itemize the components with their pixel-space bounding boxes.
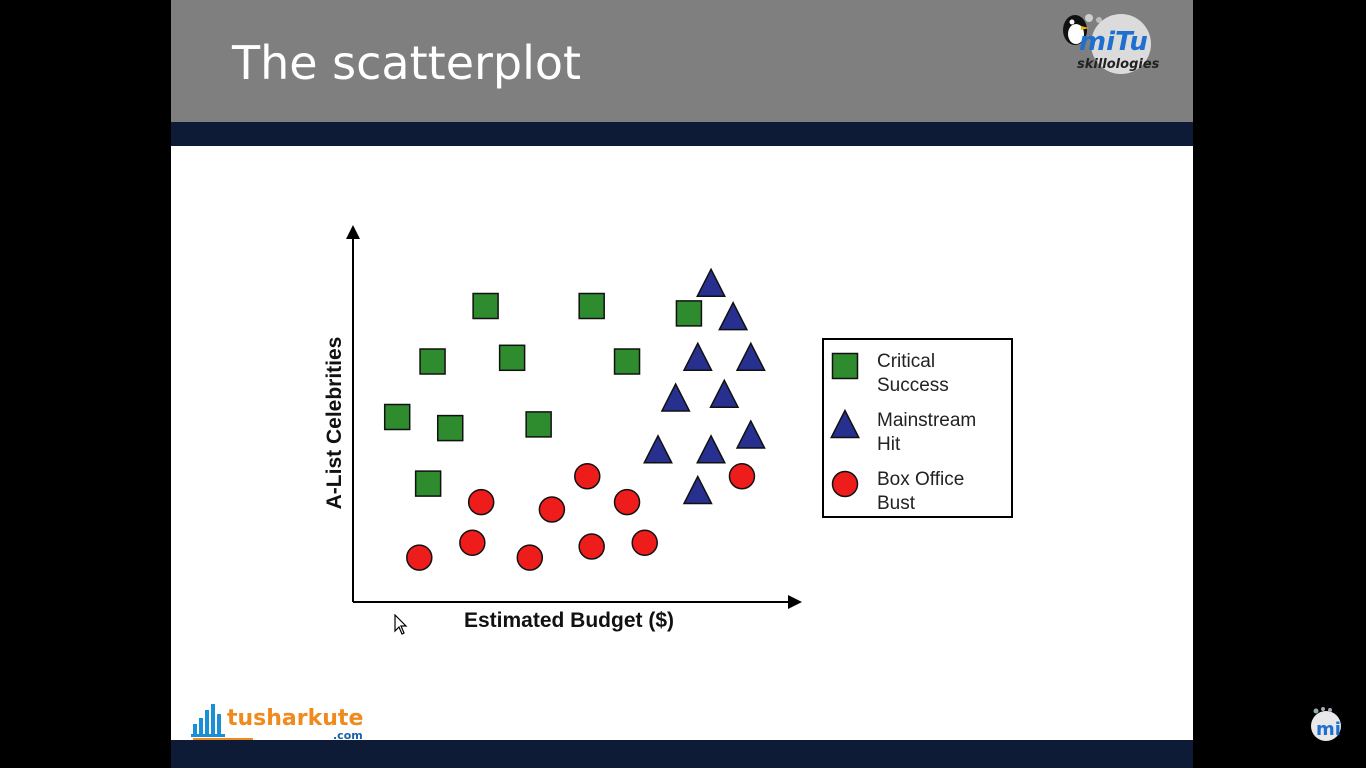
bar-graph-icon — [191, 704, 253, 740]
point-box-office-bust-4 — [516, 544, 544, 571]
y-axis-label: A-List Celebrities — [323, 337, 346, 510]
point-critical-success-6 — [525, 411, 552, 438]
point-box-office-bust-8 — [613, 488, 641, 516]
bottom-divider-band — [171, 740, 1193, 768]
penguin-icon — [1063, 15, 1089, 45]
point-critical-success-8 — [613, 348, 641, 375]
point-mainstream-hit-3 — [682, 341, 713, 372]
x-axis-label: Estimated Budget ($) — [464, 609, 674, 632]
point-mainstream-hit-2 — [718, 300, 749, 331]
point-box-office-bust-7 — [578, 533, 605, 560]
point-mainstream-hit-7 — [643, 434, 673, 464]
legend-marker-mainstream-hit — [830, 408, 860, 439]
point-critical-success-3 — [436, 414, 464, 442]
legend-label-critical-success: Critical Success — [877, 351, 949, 396]
point-mainstream-hit-5 — [660, 382, 691, 412]
point-box-office-bust-3 — [467, 488, 495, 516]
tusharkute-logo: tusharkute .com — [191, 704, 363, 742]
slide-title: The scatterplot — [232, 36, 582, 90]
mitu-logo-word: miTu — [1079, 27, 1148, 57]
point-box-office-bust-5 — [538, 496, 566, 523]
data-points — [383, 267, 766, 571]
point-box-office-bust-1 — [406, 544, 433, 571]
point-box-office-bust-9 — [631, 529, 658, 557]
legend: Critical Success Mainstream Hit Box Office Bu… — [822, 338, 1013, 518]
point-critical-success-7 — [578, 292, 605, 320]
tusharkute-suffix: .com — [333, 729, 363, 742]
point-mainstream-hit-1 — [696, 267, 726, 298]
legend-marker-box-office-bust — [831, 470, 859, 498]
mitu-logo-tagline: skillologies — [1077, 57, 1160, 72]
point-mainstream-hit-6 — [709, 378, 740, 409]
point-box-office-bust-10 — [728, 462, 756, 490]
point-critical-success-2 — [419, 348, 446, 375]
point-mainstream-hit-8 — [696, 434, 726, 464]
legend-label-box-office-bust: Box Office Bust — [877, 469, 964, 514]
slide: The scatterplot miTu skillologies tushar… — [171, 0, 1193, 768]
tusharkute-brand: tusharkute — [227, 706, 363, 731]
mitu-logo: miTu skillologies — [1063, 14, 1160, 74]
point-mainstream-hit-4 — [735, 341, 766, 372]
top-divider-band — [171, 122, 1193, 146]
point-critical-success-9 — [675, 300, 703, 327]
point-critical-success-5 — [498, 344, 526, 372]
point-critical-success-4 — [472, 292, 499, 320]
point-critical-success-1 — [383, 403, 411, 431]
legend-marker-critical-success — [831, 352, 859, 380]
title-bar: The scatterplot — [171, 0, 1193, 122]
point-mainstream-hit-9 — [735, 419, 766, 449]
legend-label-mainstream-hit: Mainstream Hit — [877, 410, 976, 455]
corner-badge-logo: mi — [1311, 707, 1341, 741]
point-box-office-bust-6 — [574, 462, 601, 490]
corner-badge-text: mi — [1316, 719, 1341, 740]
point-critical-success-10 — [414, 470, 442, 497]
point-mainstream-hit-10 — [682, 474, 713, 505]
mouse-pointer-icon — [394, 614, 408, 635]
point-box-office-bust-2 — [459, 529, 486, 557]
